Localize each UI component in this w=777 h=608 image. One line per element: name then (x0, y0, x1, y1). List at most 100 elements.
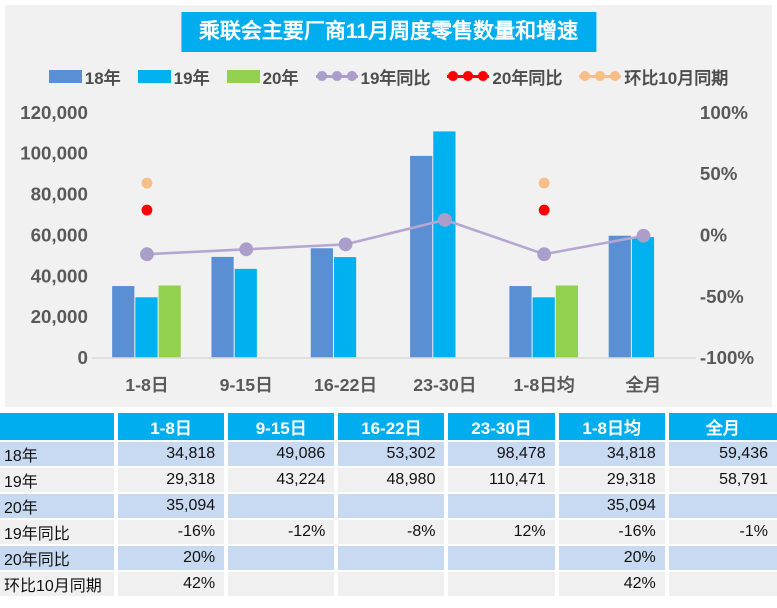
bar-19年 (532, 297, 555, 358)
table-cell: 35,094 (113, 492, 227, 519)
legend-label: 20年 (262, 68, 299, 88)
bar-18年 (211, 256, 234, 358)
table-header-cell: 9-15日 (224, 413, 337, 441)
table-cell (224, 492, 337, 519)
legend-item-20: 20年 (226, 64, 299, 89)
line-marker-icon (447, 70, 490, 82)
table-cell: 110,471 (444, 466, 557, 493)
table-cell: 43,224 (224, 466, 337, 493)
table-row: 18年 34,818 49,086 53,302 98,478 34,818 59,436 (0, 440, 777, 467)
legend-item-18: 18年 (48, 64, 121, 89)
table-cell (334, 492, 447, 519)
table-cell (664, 492, 777, 519)
table-cell: 12% (444, 518, 557, 545)
y-axis-tick: 20,000 (31, 306, 88, 327)
chart-panel: 乘联会主要厂商11月周度零售数量和增速 18年 19年 20年 19年同比 20… (5, 5, 772, 407)
bar-18年 (310, 248, 333, 358)
table-cell (334, 570, 447, 596)
table-header-cell: 16-22日 (334, 413, 447, 441)
line-marker-icon (579, 70, 622, 82)
bar-18年 (608, 235, 631, 358)
legend-item-mom: 环比10月同期 (579, 64, 728, 89)
legend-label: 19年同比 (360, 68, 431, 88)
legend-item-19: 19年 (137, 64, 210, 89)
table-header-cell: 1-8日 (113, 413, 227, 441)
legend-item-yoy20: 20年同比 (447, 64, 562, 89)
table-cell: 53,302 (334, 440, 447, 467)
x-axis-label: 16-22日 (314, 375, 377, 395)
bar-19年 (631, 237, 655, 358)
y-axis-tick: 60,000 (31, 224, 88, 245)
legend-label: 环比10月同期 (624, 68, 729, 88)
table-cell: 20% (113, 544, 227, 571)
chart-legend: 18年 19年 20年 19年同比 20年同比 环比10月同期 (5, 63, 772, 89)
bar-19年 (333, 257, 357, 358)
table-cell: 20% (554, 544, 667, 571)
table-row: 20年 35,094 35,094 (0, 492, 777, 519)
table-cell: 34,818 (113, 440, 227, 467)
bar-swatch-icon (48, 69, 82, 83)
table-header-cell: 23-30日 (444, 413, 557, 441)
table-cell: 42% (554, 570, 667, 596)
table-row: 环比10月同期 42% 42% (0, 570, 777, 596)
y-axis-tick: 80,000 (31, 184, 88, 205)
x-axis-label: 23-30日 (413, 375, 476, 395)
table-cell (444, 570, 557, 596)
x-axis-label: 全月 (625, 374, 662, 395)
bar-19年 (433, 131, 456, 358)
row-label: 环比10月同期 (0, 570, 116, 596)
bar-20年 (555, 285, 578, 358)
bar-18年 (112, 286, 135, 358)
table-cell: 59,436 (664, 440, 777, 467)
bar-20年 (158, 285, 181, 358)
table-cell (664, 570, 777, 596)
x-axis-label: 1-8日 (125, 375, 168, 395)
legend-item-yoy19: 19年同比 (315, 64, 431, 89)
table-row: 19年同比 -16% -12% -8% 12% -16% -1% (0, 518, 777, 545)
bar-18年 (410, 155, 433, 358)
table-header-row: 1-8日 9-15日 16-22日 23-30日 1-8日均 全月 (0, 413, 777, 441)
x-axis-label: 9-15日 (220, 375, 273, 395)
table-header-cell (0, 413, 116, 441)
row-label: 18年 (0, 440, 116, 467)
table-cell (444, 492, 557, 519)
point-19年同比 (338, 237, 353, 252)
table-cell: 42% (113, 570, 227, 596)
bar-18年 (509, 286, 532, 358)
y-axis-tick: 120,000 (20, 102, 88, 123)
point-20年同比 (141, 204, 153, 216)
table-cell: 98,478 (444, 440, 557, 467)
table-header-cell: 全月 (664, 413, 777, 441)
point-19年同比 (239, 242, 254, 257)
point-19年同比 (636, 228, 651, 243)
y2-axis-tick: 100% (700, 102, 748, 123)
point-20年同比 (538, 204, 550, 216)
chart-title: 乘联会主要厂商11月周度零售数量和增速 (180, 12, 597, 52)
bar-19年 (135, 297, 158, 358)
y2-axis-tick: 50% (700, 163, 738, 184)
row-label: 20年 (0, 492, 116, 519)
bar-19年 (234, 268, 257, 358)
table-cell: 35,094 (554, 492, 667, 519)
table-cell: -12% (224, 518, 337, 545)
table-cell: 48,980 (334, 466, 447, 493)
line-19年同比 (146, 218, 644, 256)
table-cell: -16% (554, 518, 667, 545)
table-cell: -1% (664, 518, 777, 545)
table-cell (224, 544, 337, 571)
legend-label: 20年同比 (492, 68, 563, 88)
table-cell (444, 544, 557, 571)
table-cell (224, 570, 337, 596)
table-cell: -16% (113, 518, 227, 545)
row-label: 19年 (0, 466, 116, 493)
y-axis-tick: 0 (77, 347, 87, 368)
table-cell: 29,318 (113, 466, 227, 493)
table-cell: -8% (334, 518, 447, 545)
point-19年同比 (537, 247, 552, 262)
combo-chart: 0 20,000 40,000 60,000 80,000 100,000 120,000 -… (20, 102, 755, 395)
table-row: 20年同比 20% 20% (0, 544, 777, 571)
legend-label: 18年 (84, 68, 121, 88)
table-header-cell: 1-8日均 (554, 413, 667, 441)
y2-axis-tick: -100% (700, 347, 755, 368)
table-row: 19年 29,318 43,224 48,980 110,471 29,318 58,791 (0, 466, 777, 493)
